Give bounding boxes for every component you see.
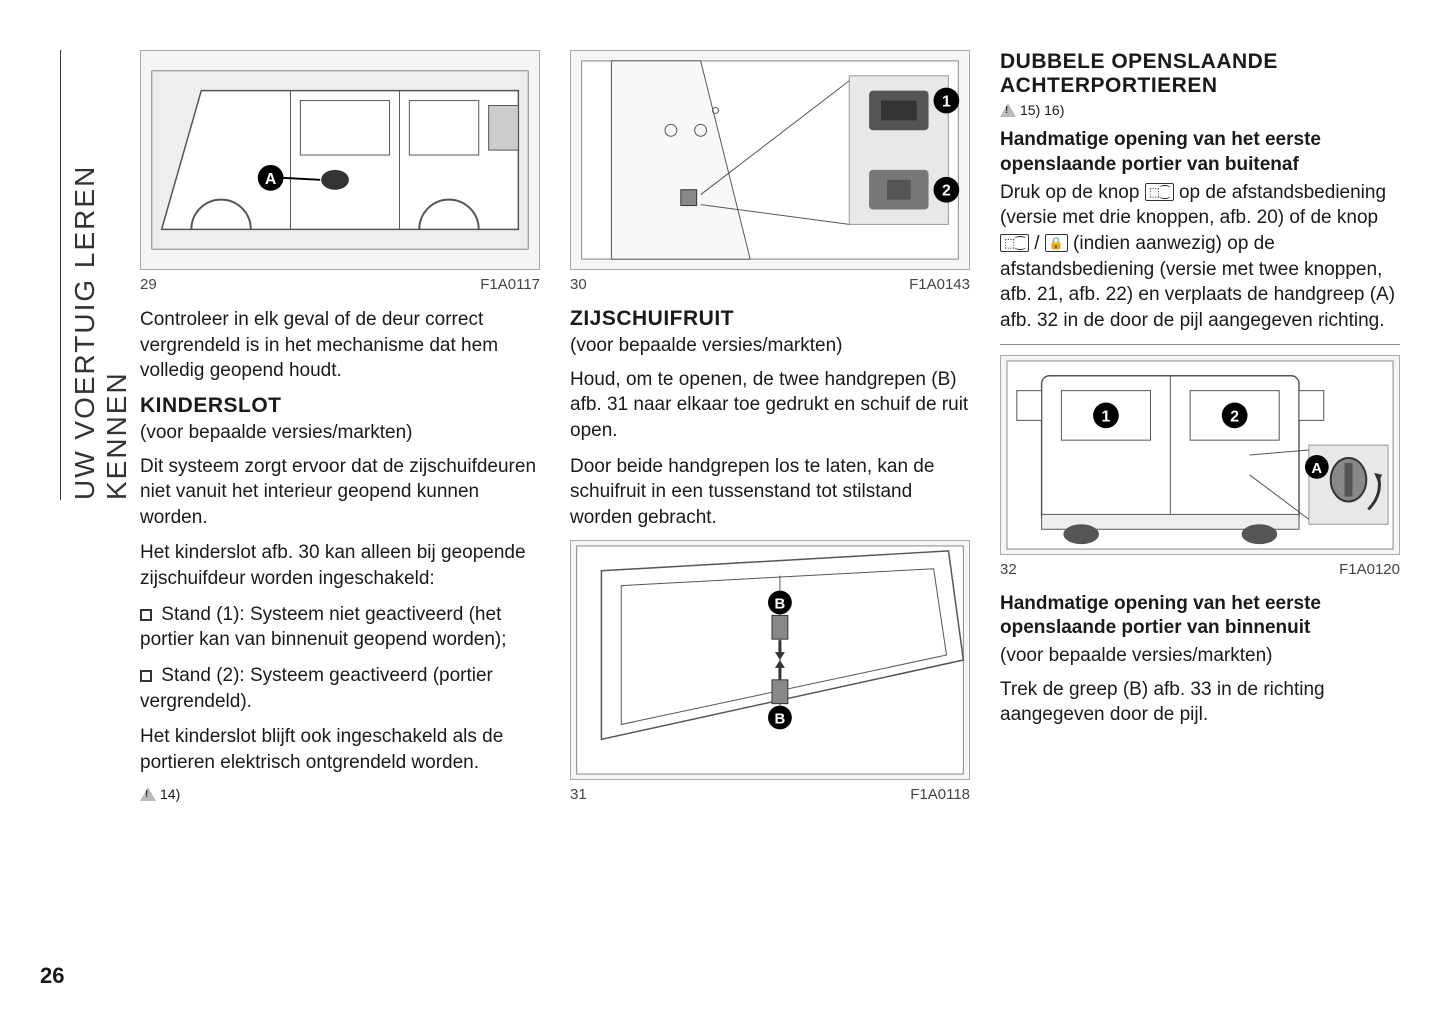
figure-32: 1 2 A bbox=[1000, 355, 1400, 555]
figure-32-caption: 32 F1A0120 bbox=[1000, 561, 1400, 578]
unlock-icon: ⬚⁐ bbox=[1000, 234, 1029, 252]
figure-29: A bbox=[140, 50, 540, 270]
svg-text:A: A bbox=[1311, 460, 1322, 476]
paragraph: Het kinderslot blijft ook ingeschakeld a… bbox=[140, 724, 540, 775]
fig-code: F1A0117 bbox=[480, 276, 540, 293]
column-3: DUBBELE OPENSLAANDE ACHTERPORTIEREN 15) … bbox=[1000, 50, 1400, 817]
text-fragment: Druk op de knop bbox=[1000, 182, 1145, 203]
columns-container: A 29 F1A0117 Controleer in elk geval of … bbox=[140, 50, 1405, 817]
bullet-icon bbox=[140, 609, 152, 621]
fig-num: 30 bbox=[570, 276, 587, 293]
column-2: 1 2 30 F1A0143 ZIJSCHUIFRUIT (voor bepaa… bbox=[570, 50, 970, 817]
bullet-item: Stand (1): Systeem niet geactiveerd (het… bbox=[140, 602, 540, 653]
fig-code: F1A0118 bbox=[910, 786, 970, 803]
figure-29-caption: 29 F1A0117 bbox=[140, 276, 540, 293]
fig-num: 31 bbox=[570, 786, 587, 803]
bullet-text: Stand (1): Systeem niet geactiveerd (het… bbox=[140, 604, 507, 651]
svg-text:2: 2 bbox=[1230, 408, 1239, 425]
paragraph: Het kinderslot afb. 30 kan alleen bij ge… bbox=[140, 540, 540, 591]
paragraph: Controleer in elk geval of de deur corre… bbox=[140, 307, 540, 384]
paragraph: Druk op de knop ⬚⁐ op de afstandsbedieni… bbox=[1000, 180, 1400, 334]
paragraph: Trek de greep (B) afb. 33 in de richting… bbox=[1000, 677, 1400, 728]
figure-30: 1 2 bbox=[570, 50, 970, 270]
unlock-icon: ⬚⁐ bbox=[1145, 183, 1174, 201]
subheading: Handmatige opening van het eerste opensl… bbox=[1000, 128, 1400, 177]
column-1: A 29 F1A0117 Controleer in elk geval of … bbox=[140, 50, 540, 817]
bullet-icon bbox=[140, 670, 152, 682]
paragraph: Door beide handgrepen los te laten, kan … bbox=[570, 454, 970, 531]
paragraph: (voor bepaalde versies/markten) bbox=[1000, 643, 1400, 669]
paragraph: Dit systeem zorgt ervoor dat de zijschui… bbox=[140, 454, 540, 531]
paragraph: Houd, om te openen, de twee handgrepen (… bbox=[570, 367, 970, 444]
svg-text:B: B bbox=[775, 712, 786, 728]
page-number: 26 bbox=[40, 963, 64, 989]
heading-zijschuifruit: ZIJSCHUIFRUIT bbox=[570, 307, 970, 331]
fig-code: F1A0143 bbox=[909, 276, 970, 293]
warning-ref: 14) bbox=[140, 786, 540, 802]
svg-text:2: 2 bbox=[942, 183, 951, 200]
bullet-item: Stand (2): Systeem geactiveerd (portier … bbox=[140, 663, 540, 714]
warning-icon bbox=[140, 787, 156, 801]
fig-num: 32 bbox=[1000, 561, 1017, 578]
lock-icon: 🔒 bbox=[1045, 234, 1068, 252]
divider bbox=[1000, 344, 1400, 345]
ref-text: 14) bbox=[160, 786, 180, 802]
svg-text:A: A bbox=[265, 171, 277, 188]
heading-achterportieren: DUBBELE OPENSLAANDE ACHTERPORTIEREN bbox=[1000, 50, 1400, 98]
paragraph: (voor bepaalde versies/markten) bbox=[140, 420, 540, 446]
svg-text:B: B bbox=[775, 597, 786, 613]
bullet-text: Stand (2): Systeem geactiveerd (portier … bbox=[140, 665, 493, 712]
paragraph: (voor bepaalde versies/markten) bbox=[570, 333, 970, 359]
fig-num: 29 bbox=[140, 276, 157, 293]
warning-ref: 15) 16) bbox=[1000, 102, 1400, 118]
subheading: Handmatige opening van het eerste opensl… bbox=[1000, 592, 1400, 641]
figure-30-caption: 30 F1A0143 bbox=[570, 276, 970, 293]
fig-code: F1A0120 bbox=[1339, 561, 1400, 578]
figure-31: B B bbox=[570, 540, 970, 780]
warning-icon bbox=[1000, 103, 1016, 117]
chapter-tab: UW VOERTUIG LEREN KENNEN bbox=[60, 50, 133, 500]
ref-text: 15) 16) bbox=[1020, 102, 1064, 118]
figure-31-caption: 31 F1A0118 bbox=[570, 786, 970, 803]
heading-kinderslot: KINDERSLOT bbox=[140, 394, 540, 418]
svg-text:1: 1 bbox=[1102, 408, 1111, 425]
svg-text:1: 1 bbox=[942, 93, 951, 110]
